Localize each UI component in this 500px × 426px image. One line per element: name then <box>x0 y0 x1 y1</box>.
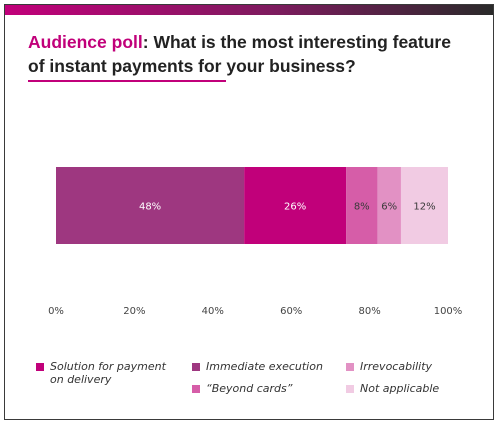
legend-item: Not applicable <box>346 382 466 395</box>
legend-swatch <box>346 385 354 393</box>
legend-item: Solution for payment on delivery <box>36 360 176 386</box>
legend-item: “Beyond cards” <box>192 382 332 395</box>
legend-label: Solution for payment on delivery <box>50 360 166 386</box>
data-label: 12% <box>413 202 435 213</box>
data-label: 48% <box>139 202 161 213</box>
legend-label: “Beyond cards” <box>206 382 293 395</box>
legend-swatch <box>192 363 200 371</box>
title-underline <box>28 80 226 82</box>
bar-group: 48% 26% 8% 6% 12% <box>56 167 448 244</box>
data-label: 6% <box>381 202 397 213</box>
legend-swatch <box>192 385 200 393</box>
title-text: What is the most interesting feature of … <box>28 32 451 76</box>
data-label: 26% <box>284 202 306 213</box>
bar-segment <box>400 167 448 244</box>
title-prefix: Audience poll <box>28 32 143 52</box>
legend-label: Immediate execution <box>206 360 323 373</box>
legend-label: Irrevocability <box>360 360 433 373</box>
legend-swatch <box>36 363 44 371</box>
top-color-band <box>5 5 493 15</box>
x-tick-label: 0% <box>48 306 64 317</box>
x-tick-label: 80% <box>358 306 380 317</box>
x-tick-label: 40% <box>202 306 224 317</box>
chart-title: Audience poll: What is the most interest… <box>28 30 468 78</box>
legend-item: Irrevocability <box>346 360 466 373</box>
x-axis: 0% 20% 40% 60% 80% 100% <box>48 306 462 317</box>
legend-label: Not applicable <box>360 382 440 395</box>
bar-segment <box>377 167 401 244</box>
bar-segment <box>346 167 378 244</box>
legend: Solution for payment on delivery Immedia… <box>36 354 466 410</box>
bar-segment <box>56 167 245 244</box>
x-tick-label: 60% <box>280 306 302 317</box>
legend-swatch <box>346 363 354 371</box>
data-label: 8% <box>354 202 370 213</box>
bar-segment <box>244 167 347 244</box>
x-tick-label: 100% <box>434 306 463 317</box>
x-tick-label: 20% <box>123 306 145 317</box>
legend-item: Immediate execution <box>192 360 332 373</box>
title-separator: : <box>142 32 149 52</box>
